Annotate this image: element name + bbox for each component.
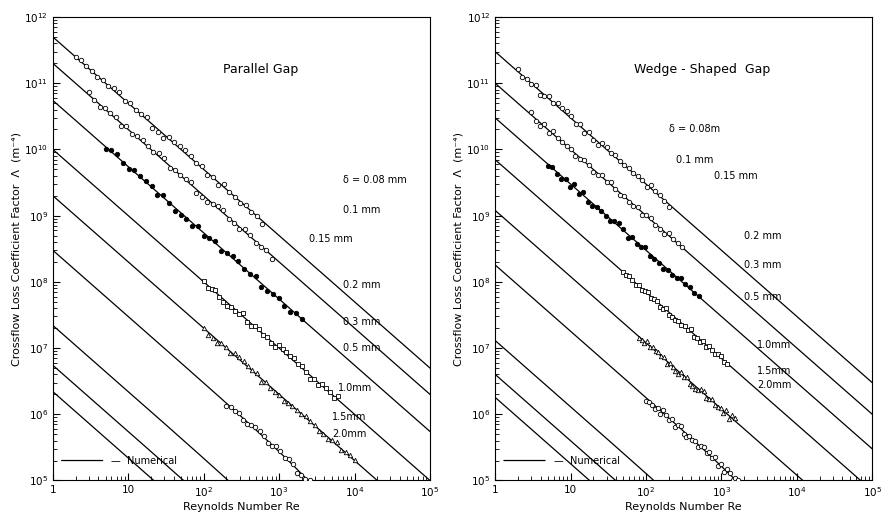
Y-axis label: Crossflow Loss Coefficient Factor  Λ  (m⁻⁴): Crossflow Loss Coefficient Factor Λ (m⁻⁴…: [11, 132, 21, 366]
Text: 1.5mm: 1.5mm: [757, 366, 792, 376]
Y-axis label: Crossflow Loss Coefficient Factor  Λ  (m⁻⁴): Crossflow Loss Coefficient Factor Λ (m⁻⁴…: [454, 132, 463, 366]
X-axis label: Reynolds Number Re: Reynolds Number Re: [183, 502, 300, 512]
Text: —  Numerical: — Numerical: [112, 456, 178, 465]
Text: 0.5 mm: 0.5 mm: [343, 343, 380, 353]
Text: 0.1 mm: 0.1 mm: [676, 155, 714, 165]
Text: δ = 0.08 mm: δ = 0.08 mm: [343, 175, 406, 185]
X-axis label: Reynolds Number Re: Reynolds Number Re: [625, 502, 742, 512]
Text: δ = 0.08m: δ = 0.08m: [669, 124, 720, 134]
Text: 0.3 mm: 0.3 mm: [343, 317, 380, 327]
Text: —  Numerical: — Numerical: [554, 456, 620, 465]
Text: 0.3 mm: 0.3 mm: [744, 260, 781, 270]
Text: 0.15 mm: 0.15 mm: [714, 171, 758, 181]
Text: Parallel Gap: Parallel Gap: [222, 63, 298, 76]
Text: 0.1 mm: 0.1 mm: [343, 206, 380, 215]
Text: 1.0mm: 1.0mm: [338, 383, 372, 393]
Text: 0.15 mm: 0.15 mm: [309, 234, 353, 244]
Text: 0.2 mm: 0.2 mm: [343, 280, 380, 290]
Text: Wedge - Shaped  Gap: Wedge - Shaped Gap: [634, 63, 771, 76]
Text: 2.0mm: 2.0mm: [332, 429, 366, 439]
Text: 0.5 mm: 0.5 mm: [744, 291, 781, 302]
Text: 2.0mm: 2.0mm: [757, 380, 792, 390]
Text: 1.5mm: 1.5mm: [332, 412, 366, 422]
Text: 0.2 mm: 0.2 mm: [744, 231, 781, 241]
Text: 1.0mm: 1.0mm: [757, 340, 792, 350]
